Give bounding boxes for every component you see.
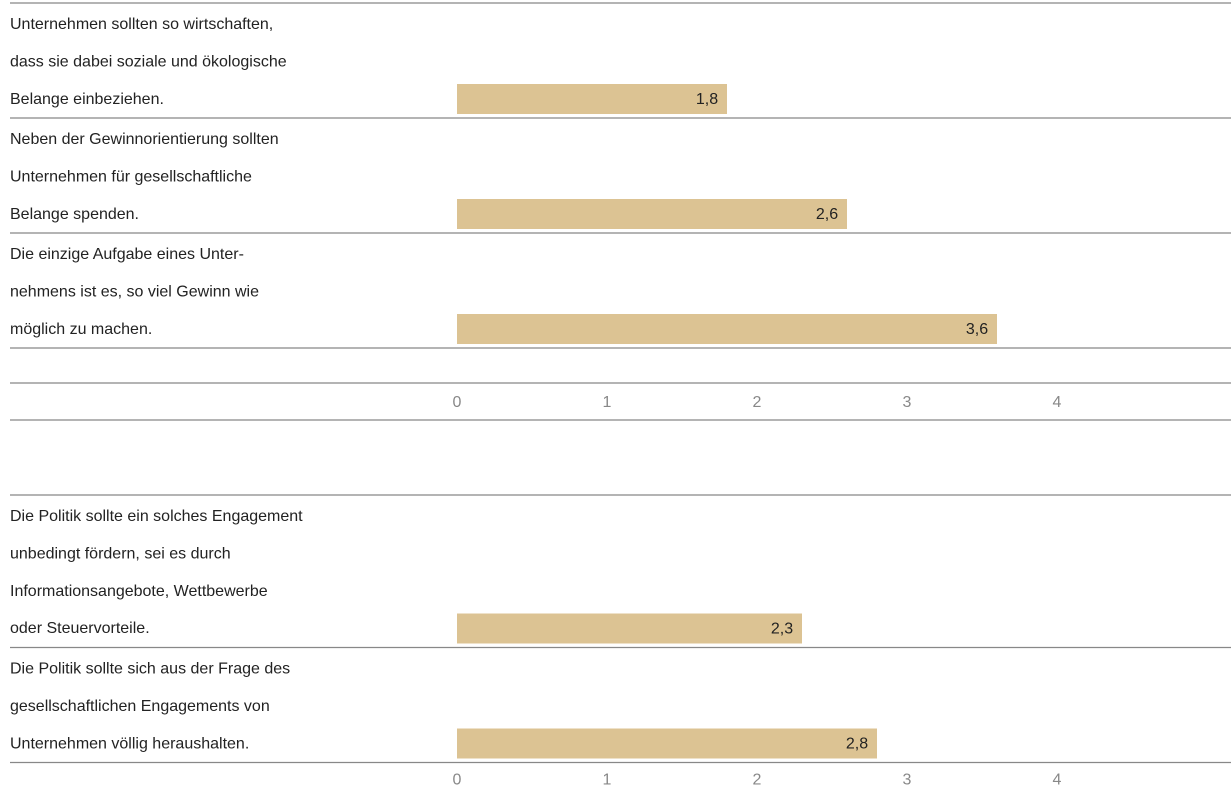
x-tick-label: 1 [603, 772, 612, 789]
category-label: Unternehmen völlig heraushalten. [10, 735, 249, 752]
value-label: 2,3 [771, 621, 793, 638]
category-label: Neben der Gewinnorientierung sollten [10, 131, 279, 148]
x-tick-label: 4 [1053, 394, 1062, 411]
x-tick-label: 2 [753, 394, 762, 411]
x-tick-label: 1 [603, 394, 612, 411]
bar [457, 84, 727, 114]
category-label: Belange spenden. [10, 206, 139, 223]
category-label: Die Politik sollte ein solches Engagemen… [10, 508, 303, 525]
value-label: 3,6 [966, 321, 988, 338]
category-label: Unternehmen sollten so wirtschaften, [10, 16, 273, 33]
x-tick-label: 3 [903, 772, 912, 789]
bar [457, 613, 802, 644]
category-label: nehmens ist es, so viel Gewinn wie [10, 284, 259, 301]
bar [457, 199, 847, 229]
value-label: 2,6 [816, 206, 838, 223]
x-tick-label: 0 [453, 394, 462, 411]
value-label: 2,8 [846, 736, 868, 753]
category-label: Belange einbeziehen. [10, 91, 164, 108]
x-tick-label: 0 [453, 772, 462, 789]
category-label: Die Politik sollte sich aus der Frage de… [10, 661, 290, 678]
bar [457, 728, 877, 759]
category-label: unbedingt fördern, sei es durch [10, 546, 231, 563]
category-label: möglich zu machen. [10, 321, 152, 338]
category-label: gesellschaftlichen Engagements von [10, 698, 270, 715]
category-label: Die einzige Aufgabe eines Unter- [10, 246, 244, 263]
category-label: Informationsangebote, Wettbewerbe [10, 583, 268, 600]
value-label: 1,8 [696, 91, 718, 108]
category-label: oder Steuervorteile. [10, 620, 150, 637]
category-label: dass sie dabei soziale und ökologische [10, 54, 287, 71]
x-tick-label: 2 [753, 772, 762, 789]
category-label: Unternehmen für gesellschaftliche [10, 169, 252, 186]
x-tick-label: 4 [1053, 772, 1062, 789]
x-tick-label: 3 [903, 394, 912, 411]
bar [457, 314, 997, 344]
